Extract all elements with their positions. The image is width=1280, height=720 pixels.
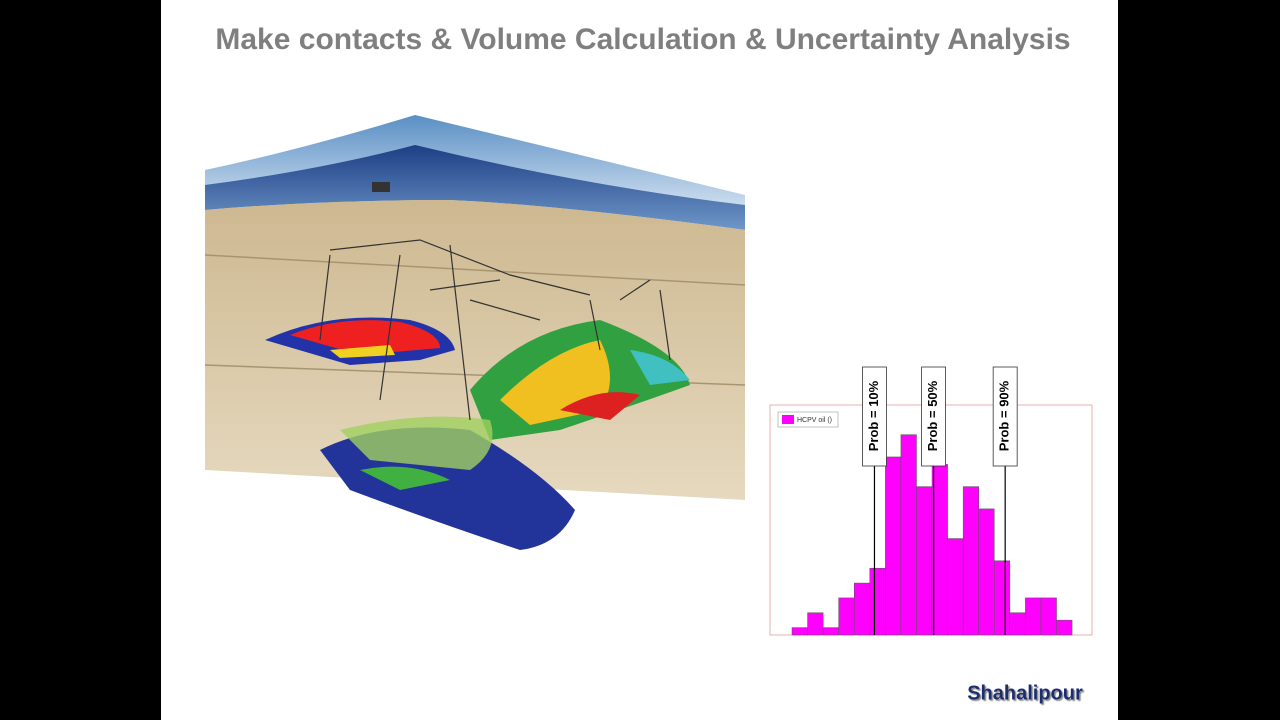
bar <box>962 486 979 636</box>
bar <box>978 508 995 636</box>
bar <box>822 627 839 636</box>
bar <box>791 627 808 636</box>
probability-label-box <box>921 366 946 467</box>
reservoir-illustration <box>204 115 746 550</box>
bar <box>994 560 1011 636</box>
probability-label: Prob = 90% <box>997 380 1012 451</box>
author: Shahalipour <box>967 682 1083 704</box>
probability-label: Prob = 50% <box>925 380 940 451</box>
bar <box>1040 597 1057 636</box>
bar <box>900 434 917 636</box>
bar <box>916 486 933 636</box>
bar <box>885 456 902 636</box>
bar <box>931 464 948 636</box>
bar <box>1056 619 1073 636</box>
bar <box>947 538 964 636</box>
slide-title: Make contacts & Volume Calculation & Unc… <box>215 23 1070 56</box>
bar <box>1009 612 1026 636</box>
bar <box>853 582 871 636</box>
bar <box>1025 597 1042 636</box>
bar <box>869 567 886 636</box>
legend-label: HCPV oil () <box>797 417 832 424</box>
probability-label-box <box>862 366 887 467</box>
probability-label-box <box>992 366 1018 467</box>
probability-label: Prob = 10% <box>866 380 881 451</box>
bar <box>807 612 824 636</box>
legend-swatch <box>782 415 794 424</box>
bar <box>838 597 855 636</box>
histogram: HCPV oil () Prob = 10% Prob = 50% Prob = 9… <box>762 366 1100 646</box>
